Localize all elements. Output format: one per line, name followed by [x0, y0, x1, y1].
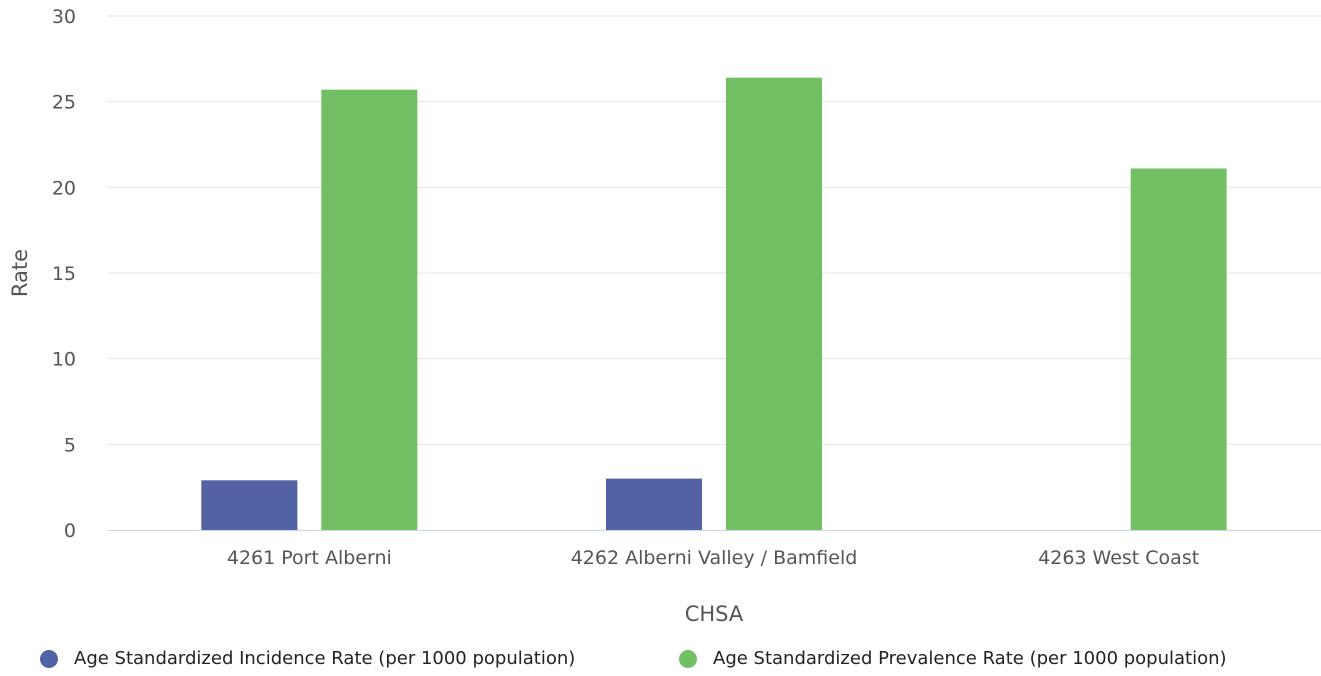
legend-item-incidence[interactable]: Age Standardized Incidence Rate (per 100…: [40, 648, 575, 669]
bar-incidence[interactable]: [201, 480, 298, 530]
y-tick-label: 20: [52, 177, 76, 199]
x-axis-title: CHSA: [685, 602, 744, 626]
y-tick-label: 25: [52, 92, 76, 114]
legend-label: Age Standardized Incidence Rate (per 100…: [74, 648, 576, 669]
bar-incidence[interactable]: [606, 478, 702, 530]
bar-prevalence[interactable]: [726, 77, 822, 531]
legend-label: Age Standardized Prevalence Rate (per 10…: [713, 648, 1227, 669]
bar-prevalence[interactable]: [1130, 168, 1227, 530]
gridlines: [107, 15, 1321, 445]
y-tick-label: 5: [64, 434, 76, 456]
y-tick-label: 0: [64, 520, 76, 542]
y-tick-label: 15: [52, 263, 76, 285]
legend-circle-icon: [679, 649, 697, 668]
legend: Age Standardized Incidence Rate (per 100…: [0, 642, 1321, 676]
x-tick-label: 4261 Port Alberni: [227, 547, 392, 569]
bars: [201, 77, 1227, 531]
legend-circle-icon: [40, 649, 58, 668]
y-axis-tick-labels: 0 5 10 15 20 25 30: [52, 6, 76, 542]
x-tick-label: 4262 Alberni Valley / Bamfield: [571, 547, 858, 569]
y-tick-label: 30: [52, 6, 76, 28]
x-tick-label: 4263 West Coast: [1038, 547, 1199, 569]
x-axis-tick-labels: 4261 Port Alberni 4262 Alberni Valley / B…: [227, 547, 1199, 569]
legend-item-prevalence[interactable]: Age Standardized Prevalence Rate (per 10…: [679, 648, 1227, 669]
bar-prevalence[interactable]: [321, 89, 418, 530]
y-axis-title: Rate: [8, 249, 32, 297]
y-tick-label: 10: [52, 349, 76, 371]
